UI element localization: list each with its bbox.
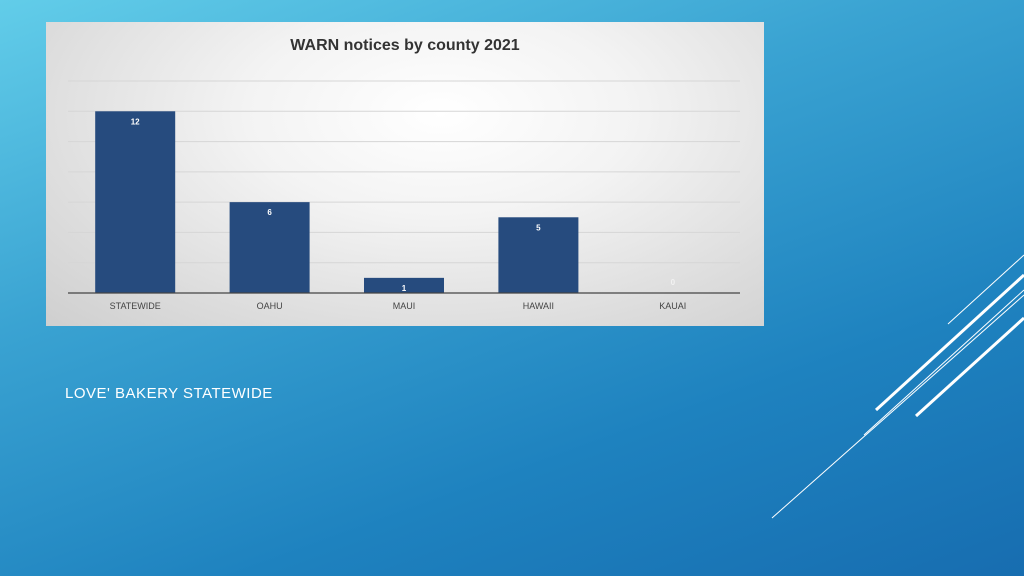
deco-line-3 [863,289,1024,436]
slide-caption: LOVE' BAKERY STATEWIDE [65,385,273,402]
deco-line-1 [947,254,1024,325]
deco-line-4 [914,316,1024,418]
x-tick-oahu: OAHU [257,301,283,311]
x-tick-maui: MAUI [393,301,416,311]
chart-title: WARN notices by county 2021 [290,37,519,54]
data-label-hawaii: 5 [536,223,541,232]
bar-statewide [95,111,176,294]
x-tick-statewide: STATEWIDE [110,301,161,311]
data-label-statewide: 12 [131,117,140,126]
chart-panel: WARN notices by county 2021 12 6 1 5 0 STATE… [46,22,764,326]
bar-chart: WARN notices by county 2021 12 6 1 5 0 STATE… [68,37,740,311]
x-tick-kauai: KAUAI [659,301,686,311]
bar-oahu [229,202,310,293]
data-label-oahu: 6 [267,208,272,217]
bars [95,111,579,294]
bar-maui [364,277,444,293]
gridlines [68,80,740,264]
data-labels: 12 6 1 5 0 [131,117,676,293]
x-tick-labels: STATEWIDE OAHU MAUI HAWAII KAUAI [110,301,687,311]
data-label-kauai: 0 [671,278,676,287]
x-tick-hawaii: HAWAII [523,301,554,311]
deco-line-5 [771,294,1024,519]
bar-hawaii [498,217,579,293]
data-label-maui: 1 [402,284,407,293]
deco-line-2 [874,273,1024,412]
